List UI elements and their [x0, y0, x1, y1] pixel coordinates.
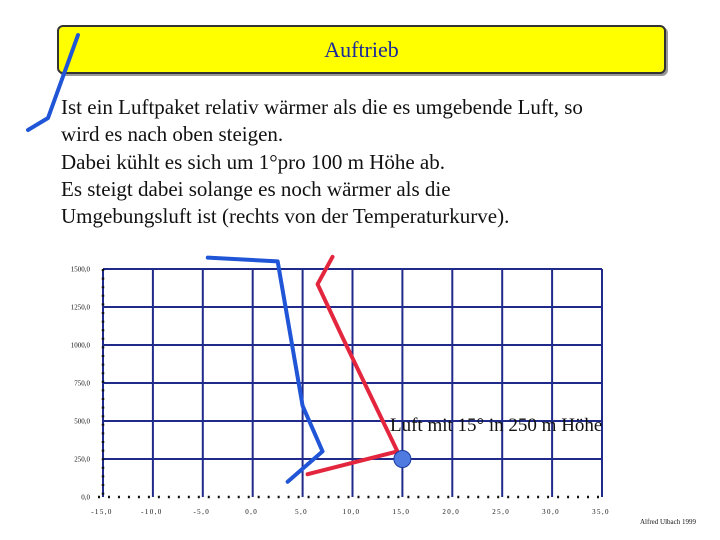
body-line: Dabei kühlt es sich um 1°pro 100 m Höhe …: [61, 149, 445, 174]
air-parcel-marker: [393, 450, 412, 468]
y-tick-label: 250,0: [74, 456, 90, 464]
left-bracket-line: [26, 33, 80, 132]
credit-text: Alfred Ulbach 1999: [640, 518, 696, 526]
y-tick-label: 500,0: [74, 418, 90, 426]
x-tick-label: 5,0: [295, 508, 308, 516]
y-tick-label: 1250,0: [71, 304, 91, 312]
chart-ticks: [98, 269, 605, 499]
x-tick-label: -5,0: [193, 508, 210, 516]
chart-grid: [102, 268, 603, 497]
annotation-label: Luft mit 15° in 250 m Höhe: [390, 415, 602, 436]
y-tick-label: 1000,0: [71, 342, 91, 350]
x-tick-label: 15,0: [392, 508, 410, 516]
x-tick-label: -15,0: [91, 508, 113, 516]
x-tick-label: 0,0: [245, 508, 258, 516]
x-tick-label: 35,0: [592, 508, 610, 516]
temperature-curve-line: [305, 254, 400, 477]
parcel-curve-line: [205, 255, 325, 484]
body-line: wird es nach oben steigen.: [61, 122, 284, 147]
x-tick-label: 25,0: [492, 508, 510, 516]
body-text: Ist ein Luftpaket relativ wärmer als die…: [61, 94, 671, 230]
body-line: Ist ein Luftpaket relativ wärmer als die…: [61, 95, 583, 119]
y-axis-labels: 0,0 250,0 500,0 750,0 1000,0 1250,0 1500,0: [71, 266, 91, 502]
body-line: Umgebungsluft ist (rechts von der Temper…: [61, 204, 510, 229]
y-tick-label: 1500,0: [71, 266, 91, 274]
y-tick-label: 0,0: [81, 494, 90, 502]
x-tick-label: -10,0: [141, 508, 163, 516]
body-line: Es steigt dabei solange es noch wärmer a…: [61, 176, 451, 201]
title-banner: Auftrieb: [57, 25, 666, 74]
x-tick-label: 10,0: [343, 508, 361, 516]
x-tick-label: 20,0: [442, 508, 460, 516]
page-title: Auftrieb: [324, 36, 399, 62]
x-axis-labels: -15,0 -10,0 -5,0 0,0 5,0 10,0 15,0 20,0 25,0 30,0…: [91, 508, 610, 516]
chart-curves: [205, 254, 412, 484]
y-tick-label: 750,0: [74, 380, 90, 388]
x-tick-label: 30,0: [542, 508, 560, 516]
